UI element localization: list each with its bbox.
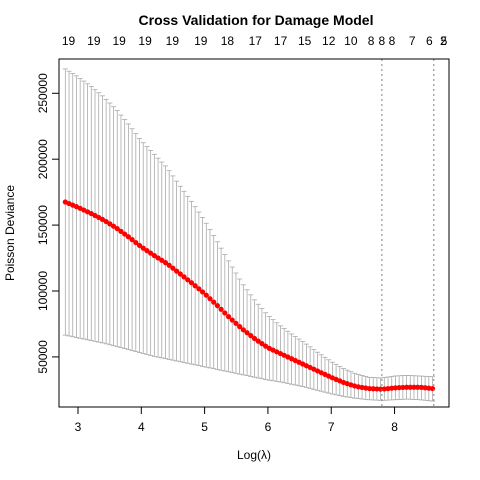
mean-point <box>255 338 261 344</box>
top-axis-label: 2 <box>440 34 447 48</box>
mean-point <box>240 327 246 333</box>
mean-point <box>181 274 187 280</box>
mean-point <box>114 226 120 232</box>
mean-point <box>118 228 124 234</box>
mean-point <box>259 341 265 347</box>
top-axis-label: 17 <box>274 34 288 48</box>
mean-point <box>144 248 150 254</box>
y-tick-label: 200000 <box>36 139 50 179</box>
mean-point <box>225 314 232 320</box>
x-tick-label: 4 <box>138 420 145 434</box>
mean-point <box>370 386 376 392</box>
top-axis-label: 15 <box>298 34 312 48</box>
mean-point <box>429 385 436 392</box>
mean-point <box>125 234 131 240</box>
top-axis: 19 19 19 19 19 19 18 17 17 15 12 10 8 8 8 7 6 52 <box>62 34 448 48</box>
mean-point <box>400 384 406 391</box>
mean-point <box>151 253 157 259</box>
mean-point <box>222 310 228 316</box>
mean-point <box>407 384 413 390</box>
y-tick-label: 50000 <box>36 340 50 374</box>
mean-point <box>411 384 417 390</box>
top-axis-label: 12 <box>322 34 336 48</box>
mean-point <box>237 324 243 330</box>
top-axis-label: 10 <box>344 34 358 48</box>
top-axis-label: 6 <box>426 34 433 48</box>
mean-deviance-points <box>62 199 436 392</box>
x-tick-label: 8 <box>391 420 398 434</box>
top-axis-label: 5 <box>441 34 448 48</box>
mean-point <box>188 280 195 286</box>
x-tick-label: 7 <box>328 420 335 434</box>
mean-point <box>244 330 250 336</box>
top-axis-label: 19 <box>166 34 180 48</box>
y-tick-label: 100000 <box>36 271 50 311</box>
mean-point <box>229 317 235 323</box>
x-tick-label: 6 <box>265 420 272 434</box>
mean-point <box>403 384 410 390</box>
mean-point <box>366 385 373 392</box>
y-axis-label: Poisson Deviance <box>3 185 17 281</box>
mean-point <box>192 283 198 289</box>
mean-point <box>185 277 191 283</box>
y-tick-label: 150000 <box>36 205 50 245</box>
mean-point <box>203 292 209 298</box>
top-axis-label: 19 <box>194 34 208 48</box>
top-axis-label: 19 <box>138 34 152 48</box>
top-axis-label: 19 <box>112 34 126 48</box>
mean-point <box>148 250 154 256</box>
mean-point <box>129 237 135 243</box>
x-axis: 3 4 5 6 7 8 <box>75 406 398 434</box>
x-tick-label: 3 <box>75 420 82 434</box>
mean-point <box>396 385 402 391</box>
mean-point <box>136 242 143 249</box>
mean-point <box>374 386 380 392</box>
reference-lines <box>381 59 435 407</box>
mean-point <box>233 320 239 326</box>
mean-point <box>177 271 183 277</box>
mean-point <box>218 306 224 312</box>
top-axis-label: 8 <box>389 34 396 48</box>
chart-title: Cross Validation for Damage Model <box>139 12 374 28</box>
top-axis-label: 7 <box>409 34 416 48</box>
mean-point <box>211 299 217 305</box>
top-axis-label: 18 <box>221 34 235 48</box>
top-axis-label: 19 <box>87 34 101 48</box>
mean-point <box>159 257 165 263</box>
mean-point <box>107 221 113 227</box>
mean-point <box>103 218 109 225</box>
mean-point <box>110 223 117 229</box>
x-axis-label: Log(λ) <box>237 448 271 462</box>
mean-point <box>162 259 169 266</box>
mean-point <box>207 296 213 302</box>
mean-point <box>248 333 254 339</box>
top-axis-label: 19 <box>62 34 76 48</box>
mean-point <box>174 268 180 274</box>
mean-point <box>170 265 176 271</box>
mean-point <box>415 384 421 390</box>
top-axis-label: 17 <box>249 34 263 48</box>
mean-point <box>155 255 161 261</box>
mean-point <box>133 239 139 246</box>
mean-point <box>196 286 202 292</box>
mean-point <box>140 245 146 251</box>
x-tick-label: 5 <box>201 420 208 434</box>
error-bars <box>62 68 436 402</box>
mean-point <box>166 262 172 268</box>
mean-point <box>122 231 128 237</box>
mean-point <box>392 385 399 391</box>
top-axis-label: 8 <box>368 34 375 48</box>
y-axis: 50000 100000 150000 200000 250000 <box>36 73 60 374</box>
top-axis-label: 8 <box>379 34 386 48</box>
y-tick-label: 250000 <box>36 73 50 113</box>
mean-point <box>214 303 221 309</box>
mean-point <box>199 289 206 295</box>
mean-point <box>251 335 258 342</box>
